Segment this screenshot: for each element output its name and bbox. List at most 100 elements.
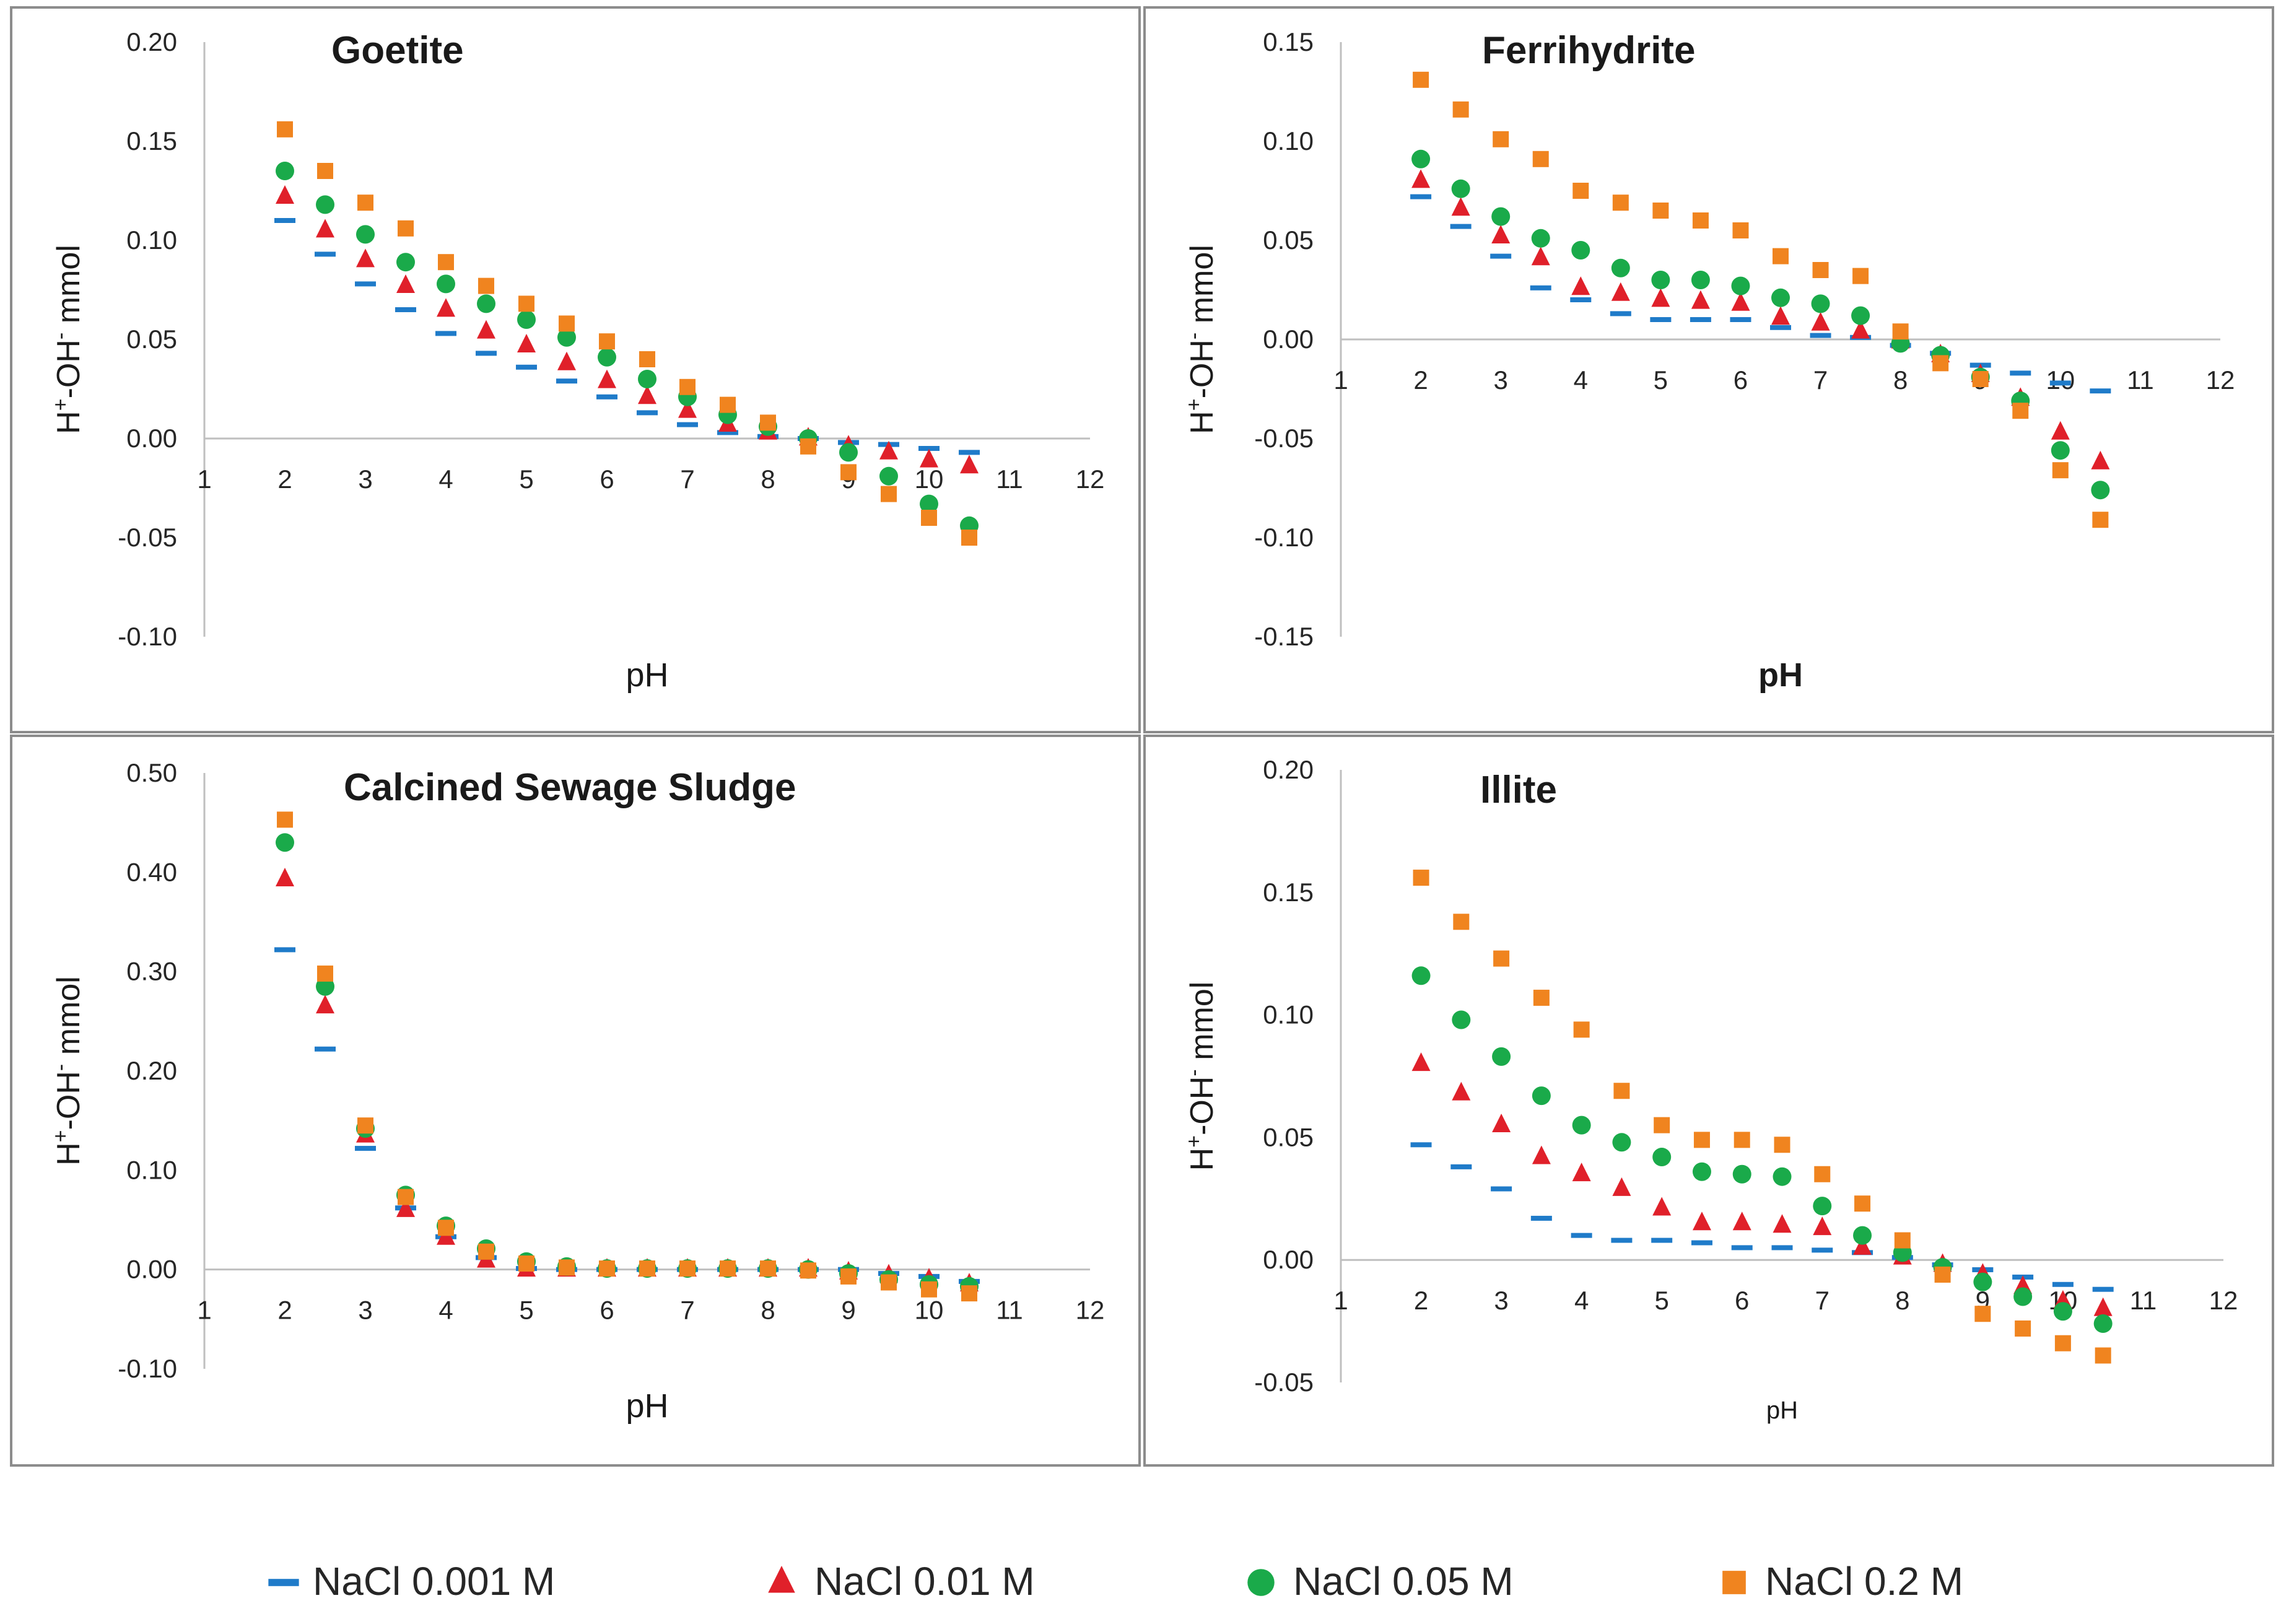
data-point [2091, 481, 2110, 500]
x-tick-label: 3 [358, 465, 372, 494]
data-point [639, 351, 655, 367]
data-point [477, 320, 495, 339]
data-point [1693, 1132, 1710, 1148]
x-tick-label: 8 [1893, 365, 1908, 395]
x-tick-label: 12 [1076, 1296, 1105, 1325]
data-point [1731, 276, 1750, 295]
x-tick-label: 11 [2127, 365, 2154, 395]
data-point [1492, 1047, 1511, 1066]
data-point [1410, 1142, 1432, 1148]
y-tick-label: 0.00 [1263, 325, 1314, 354]
legend-label: NaCl 0.001 M [313, 1559, 555, 1604]
y-tick-label: -0.05 [1254, 424, 1314, 453]
x-tick-label: 5 [519, 1296, 533, 1325]
data-point [1771, 306, 1790, 325]
data-point [1731, 1245, 1753, 1251]
chart-panel-3: 0.500.400.300.200.100.00-0.101 2 3 4 5 6 7 8 9 10… [10, 735, 1141, 1467]
data-point [1613, 1083, 1630, 1099]
data-point [357, 1117, 373, 1134]
data-point [1452, 1081, 1471, 1101]
data-point [1732, 222, 1749, 238]
data-point [1774, 1137, 1790, 1153]
data-point [1532, 151, 1549, 167]
data-point [315, 251, 336, 257]
x-tick-label: 7 [680, 1296, 694, 1325]
data-point [881, 1274, 897, 1291]
data-point [2093, 1314, 2113, 1334]
data-point [800, 438, 816, 455]
data-point [2010, 370, 2031, 376]
data-point [557, 328, 576, 347]
data-point [1690, 317, 1711, 322]
data-point [2015, 1320, 2031, 1337]
data-point [317, 965, 333, 982]
data-point [1972, 371, 1989, 387]
data-point [1734, 1132, 1750, 1148]
x-tick-label: 11 [996, 1296, 1023, 1325]
data-point [395, 307, 416, 312]
data-point [760, 414, 776, 431]
x-tick-label: 3 [358, 1296, 372, 1325]
data-point [317, 163, 333, 179]
x-axis-label: pH [626, 657, 668, 694]
data-point [1851, 306, 1870, 325]
data-point [677, 422, 698, 427]
x-tick-label: 3 [1494, 365, 1508, 395]
y-tick-label: 0.20 [126, 27, 177, 56]
data-point [316, 219, 334, 238]
x-tick-label: 1 [1333, 1286, 1348, 1315]
data-point [1413, 870, 1429, 886]
data-point [961, 530, 977, 546]
x-tick-label: 6 [600, 465, 614, 494]
data-point [316, 995, 334, 1014]
data-point [1451, 197, 1470, 216]
x-tick-label: 5 [519, 465, 533, 494]
y-tick-label: 0.05 [126, 325, 177, 354]
data-point [559, 315, 575, 332]
data-point [1730, 317, 1751, 322]
y-tick-label: -0.10 [118, 1354, 177, 1383]
data-point [396, 253, 415, 272]
data-point [1572, 183, 1589, 199]
data-point [396, 1198, 415, 1217]
data-point [2053, 1302, 2072, 1321]
data-point [1932, 355, 1949, 372]
data-point [274, 947, 295, 953]
data-point [599, 1260, 615, 1277]
x-tick-label: 4 [438, 465, 453, 494]
data-point [678, 399, 697, 418]
x-tick-label: 4 [1574, 1286, 1589, 1315]
data-point [1852, 268, 1869, 284]
data-point [438, 1220, 454, 1236]
data-point [1571, 241, 1590, 260]
data-point [1491, 225, 1511, 243]
data-point [1731, 292, 1750, 311]
data-point [1612, 1177, 1631, 1196]
data-point [2092, 512, 2109, 528]
data-point [1612, 194, 1629, 211]
data-point [920, 448, 938, 468]
data-point [315, 1046, 336, 1052]
data-point [839, 443, 858, 462]
y-tick-label: 0.40 [126, 857, 177, 886]
data-point [1652, 1197, 1672, 1216]
data-point [1493, 950, 1510, 967]
x-tick-label: 2 [1414, 1286, 1428, 1315]
y-tick-label: 0.00 [126, 424, 177, 453]
data-point [1814, 1166, 1831, 1182]
y-tick-label: 0.20 [1263, 755, 1314, 784]
data-point [679, 378, 696, 395]
data-point [478, 277, 494, 294]
data-point [1692, 1211, 1711, 1231]
x-axis-label: pH [1758, 657, 1803, 694]
data-point [717, 430, 738, 435]
series-nacl-0.2-m [277, 121, 977, 546]
y-tick-label: -0.10 [1254, 523, 1314, 552]
data-point [478, 1243, 494, 1260]
x-tick-label: 6 [1734, 365, 1748, 395]
data-point [357, 194, 373, 211]
chart-title: Ferrihydrite [1482, 29, 1696, 72]
data-point [518, 1255, 534, 1272]
x-tick-label: 11 [2130, 1286, 2157, 1315]
y-tick-label: 0.10 [126, 225, 177, 255]
